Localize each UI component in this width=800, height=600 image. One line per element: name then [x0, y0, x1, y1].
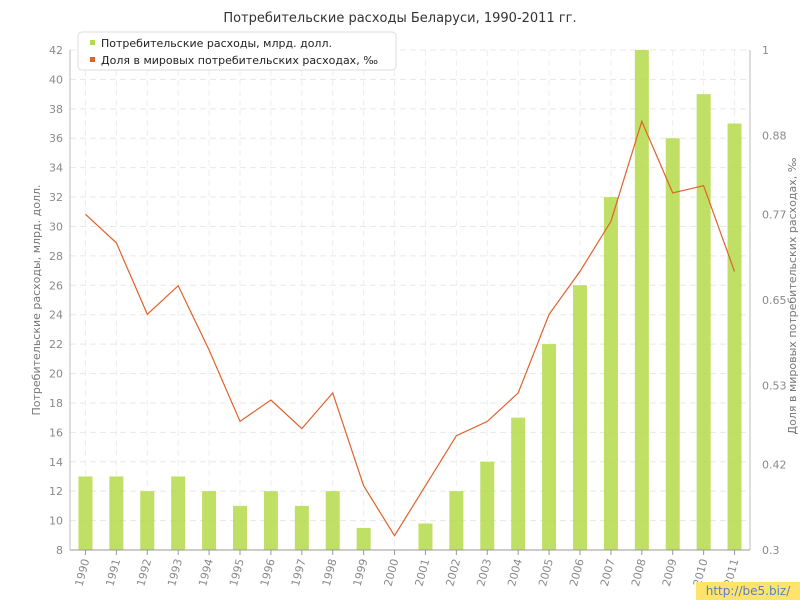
bar-series [78, 50, 742, 550]
bar-2011[interactable] [727, 123, 742, 550]
bar-2005[interactable] [542, 344, 557, 550]
legend[interactable]: Потребительские расходы, млрд. долл. Дол… [77, 31, 397, 71]
x-tick-label: 2009 [660, 557, 680, 587]
y-tick-label-left: 20 [49, 368, 63, 381]
line-share-world-spending[interactable] [85, 119, 736, 537]
x-tick-label: 2001 [413, 557, 433, 587]
x-tick-label: 1999 [351, 557, 371, 587]
y-tick-label-left: 28 [49, 250, 63, 263]
x-tick-label: 1993 [165, 557, 185, 587]
bar-2006[interactable] [573, 285, 587, 550]
bar-2002[interactable] [449, 491, 464, 550]
x-tick-label: 1997 [289, 557, 309, 587]
legend-label-bars: Потребительские расходы, млрд. долл. [101, 37, 332, 50]
x-tick-label: 1995 [227, 557, 247, 587]
y-tick-label-left: 42 [49, 44, 63, 57]
x-tick-label: 2006 [567, 557, 587, 587]
bar-1996[interactable] [263, 491, 278, 550]
bar-1993[interactable] [171, 476, 186, 550]
x-tick-label: 2000 [382, 557, 402, 587]
x-tick-label: 1994 [196, 557, 216, 587]
bar-1995[interactable] [233, 505, 247, 550]
y-tick-label-left: 10 [49, 515, 63, 528]
chart-title: Потребительские расходы Беларуси, 1990-2… [223, 11, 576, 26]
x-tick-label: 1990 [73, 557, 93, 587]
legend-swatch-line [90, 57, 95, 62]
bar-1990[interactable] [78, 476, 93, 550]
y-tick-label-left: 32 [49, 191, 63, 204]
y-axis-right-ticks: 0.3 0.42 0.53 0.65 0.77 0.88 1 [762, 44, 787, 557]
y-tick-label-left: 14 [49, 456, 63, 469]
x-tick-label: 1991 [103, 557, 123, 587]
watermark-link[interactable]: http://be5.biz/ [696, 582, 800, 600]
line-series [85, 119, 736, 537]
bar-2004[interactable] [511, 417, 526, 550]
bar-2008[interactable] [634, 50, 649, 550]
bar-1991[interactable] [109, 476, 124, 550]
y-axis-right-title: Доля в мировых потребительских расходах,… [786, 157, 799, 434]
y-tick-label-right: 1 [762, 44, 769, 57]
bar-2007[interactable] [603, 197, 618, 550]
y-tick-label-left: 38 [49, 103, 63, 116]
y-axis-left-ticks: 8 10 12 14 16 18 20 22 24 26 28 30 32 34 36 38 40 42 [49, 44, 63, 557]
y-tick-label-left: 12 [49, 485, 63, 498]
y-tick-label-left: 8 [56, 544, 63, 557]
bar-1992[interactable] [140, 491, 155, 550]
y-tick-label-left: 40 [49, 73, 63, 86]
y-tick-label-left: 16 [49, 426, 63, 439]
y-axis-left-title: Потребительские расходы, млрд. долл. [30, 185, 43, 416]
x-tick-label: 2005 [536, 557, 556, 587]
x-tick-label: 2007 [598, 557, 618, 587]
y-tick-label-right: 0.77 [762, 208, 787, 221]
bar-1994[interactable] [202, 491, 217, 550]
x-tick-label: 2002 [443, 557, 463, 587]
y-tick-label-left: 24 [49, 309, 63, 322]
y-tick-label-left: 22 [49, 338, 63, 351]
bar-2009[interactable] [665, 138, 680, 550]
x-axis-ticks: 1990 1991 1992 1993 1994 1995 1996 1997 1998 1999… [73, 550, 741, 588]
legend-swatch-bars [90, 40, 95, 45]
x-tick-label: 2003 [474, 557, 494, 587]
x-tick-label: 1998 [320, 557, 340, 587]
y-tick-label-left: 26 [49, 279, 63, 292]
bar-2003[interactable] [480, 461, 495, 550]
bar-2001[interactable] [418, 523, 433, 550]
y-tick-label-right: 0.53 [762, 380, 787, 393]
bar-1999[interactable] [356, 527, 371, 550]
x-tick-label: 1992 [134, 557, 154, 587]
bar-1997[interactable] [294, 505, 309, 550]
legend-box [77, 31, 397, 71]
bar-2010[interactable] [696, 94, 711, 550]
y-tick-label-left: 34 [49, 162, 63, 175]
legend-label-line: Доля в мировых потребительских расходах,… [101, 54, 378, 67]
y-tick-label-left: 18 [49, 397, 63, 410]
y-tick-label-right: 0.3 [762, 544, 780, 557]
y-tick-label-right: 0.88 [762, 130, 787, 143]
x-tick-label: 2008 [629, 557, 649, 587]
x-tick-label: 2004 [505, 557, 525, 587]
y-tick-label-right: 0.42 [762, 458, 787, 471]
y-tick-label-left: 36 [49, 132, 63, 145]
x-tick-label: 1996 [258, 557, 278, 587]
y-tick-label-right: 0.65 [762, 294, 787, 307]
bar-1998[interactable] [325, 491, 340, 550]
y-tick-label-left: 30 [49, 220, 63, 233]
